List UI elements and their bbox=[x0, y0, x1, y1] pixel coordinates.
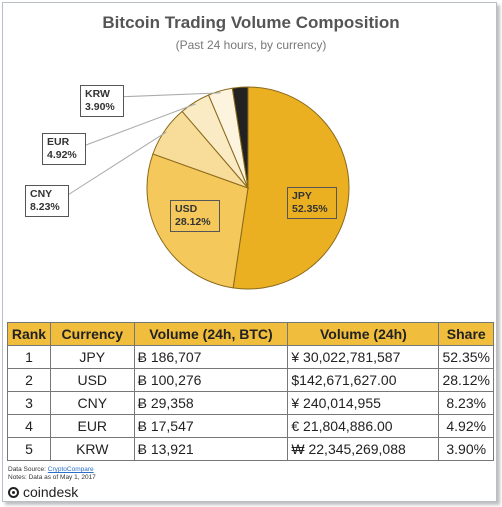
cny-callout: CNY 8.23% bbox=[25, 185, 69, 217]
cell-share: 8.23% bbox=[438, 391, 494, 415]
cell-volume: € 21,804,886.00 bbox=[287, 414, 440, 438]
cell-rank: 3 bbox=[7, 391, 51, 415]
th-volume: Volume (24h) bbox=[287, 322, 440, 346]
usd-callout: USD 28.12% bbox=[170, 200, 220, 232]
eur-callout: EUR 4.92% bbox=[42, 133, 86, 165]
jpy-callout-name: JPY bbox=[292, 190, 312, 202]
eur-callout-name: EUR bbox=[47, 136, 70, 148]
leader-line-krw bbox=[115, 92, 221, 98]
cell-share: 3.90% bbox=[438, 437, 494, 461]
cell-volume: ¥ 30,022,781,587 bbox=[287, 345, 440, 369]
table-row: 1 JPY Ƀ 186,707 ¥ 30,022,781,587 52.35% bbox=[7, 345, 494, 369]
table-row: 5 KRW Ƀ 13,921 ₩ 22,345,269,088 3.90% bbox=[7, 437, 494, 461]
krw-callout-pct: 3.90% bbox=[85, 101, 115, 113]
leader-line-eur bbox=[77, 103, 196, 149]
table-row: 2 USD Ƀ 100,276 $142,671,627.00 28.12% bbox=[7, 368, 494, 392]
cell-currency: USD bbox=[49, 368, 135, 392]
notes-line: Notes: Data as of May 1, 2017 bbox=[8, 474, 96, 481]
cell-currency: KRW bbox=[49, 437, 135, 461]
th-rank: Rank bbox=[7, 322, 51, 346]
th-volume-btc: Volume (24h, BTC) bbox=[133, 322, 289, 346]
table-row: 3 CNY Ƀ 29,358 ¥ 240,014,955 8.23% bbox=[7, 391, 494, 415]
cell-volume: ₩ 22,345,269,088 bbox=[287, 437, 440, 461]
cell-rank: 1 bbox=[7, 345, 51, 369]
pie-slice-usd bbox=[146, 153, 249, 289]
usd-callout-name: USD bbox=[175, 203, 198, 215]
cell-rank: 2 bbox=[7, 368, 51, 392]
leader-line-cny bbox=[59, 131, 167, 201]
cell-rank: 4 bbox=[7, 414, 51, 438]
cell-volume-btc: Ƀ 100,276 bbox=[133, 368, 289, 392]
th-share: Share bbox=[438, 322, 494, 346]
cell-volume: $142,671,627.00 bbox=[287, 368, 440, 392]
table-header-row: Rank Currency Volume (24h, BTC) Volume (… bbox=[7, 322, 494, 346]
cell-volume-btc: Ƀ 17,547 bbox=[133, 414, 289, 438]
krw-callout-name: KRW bbox=[85, 88, 110, 100]
jpy-callout-pct: 52.35% bbox=[292, 203, 328, 215]
chart-title: Bitcoin Trading Volume Composition bbox=[102, 13, 400, 32]
cell-currency: CNY bbox=[49, 391, 135, 415]
coindesk-brand: coindesk bbox=[23, 484, 79, 500]
th-currency: Currency bbox=[49, 322, 135, 346]
data-source-link[interactable]: CryptoCompare bbox=[47, 466, 94, 473]
cell-volume-btc: Ƀ 13,921 bbox=[133, 437, 289, 461]
cell-share: 4.92% bbox=[438, 414, 494, 438]
cell-share: 28.12% bbox=[438, 368, 494, 392]
cell-currency: JPY bbox=[49, 345, 135, 369]
data-source-line: Data Source: CryptoCompare bbox=[8, 466, 96, 474]
pie-chart bbox=[59, 86, 350, 290]
cell-rank: 5 bbox=[7, 437, 51, 461]
cny-callout-name: CNY bbox=[30, 188, 53, 200]
coindesk-logo: coindesk bbox=[8, 484, 78, 500]
volume-table: Rank Currency Volume (24h, BTC) Volume (… bbox=[7, 322, 494, 461]
cell-volume-btc: Ƀ 29,358 bbox=[133, 391, 289, 415]
cell-volume: ¥ 240,014,955 bbox=[287, 391, 440, 415]
cell-share: 52.35% bbox=[438, 345, 494, 369]
krw-callout: KRW 3.90% bbox=[80, 85, 124, 117]
coindesk-logo-icon bbox=[8, 486, 19, 498]
footer-notes: Data Source: CryptoCompare Notes: Data a… bbox=[8, 466, 96, 482]
chart-subtitle: (Past 24 hours, by currency) bbox=[175, 38, 327, 52]
jpy-callout: JPY 52.35% bbox=[287, 187, 337, 219]
table-row: 4 EUR Ƀ 17,547 € 21,804,886.00 4.92% bbox=[7, 414, 494, 438]
data-source-label: Data Source: bbox=[8, 466, 48, 473]
cell-volume-btc: Ƀ 186,707 bbox=[133, 345, 289, 369]
cell-currency: EUR bbox=[49, 414, 135, 438]
pie-slice-other bbox=[231, 86, 249, 189]
cny-callout-pct: 8.23% bbox=[30, 201, 60, 213]
eur-callout-pct: 4.92% bbox=[47, 149, 77, 161]
usd-callout-pct: 28.12% bbox=[175, 216, 211, 228]
